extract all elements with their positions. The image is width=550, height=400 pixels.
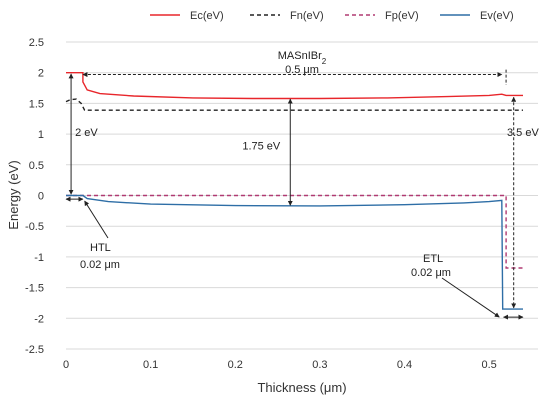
x-tick-label: 0.2 bbox=[228, 359, 243, 371]
y-tick-label: -1 bbox=[34, 252, 44, 264]
x-axis-title: Thickness (μm) bbox=[257, 380, 346, 395]
y-tick-label: 1 bbox=[38, 129, 44, 141]
y-tick-label: 1.5 bbox=[29, 98, 44, 110]
series-lines bbox=[65, 72, 523, 310]
y-tick-label: -0.5 bbox=[25, 221, 44, 233]
legend-label: Ev(eV) bbox=[480, 10, 514, 22]
series-line bbox=[66, 72, 523, 100]
legend-label: Ec(eV) bbox=[190, 10, 224, 22]
series-line bbox=[66, 194, 523, 310]
y-tick-label: 2 bbox=[38, 68, 44, 80]
axes: 2.5 2 1.5 1 0.5 0 -0.5 -1 -1.5 -2 -2.5 0 0.1 0.2 0.3 0.… bbox=[25, 37, 497, 371]
x-tick-label: 0 bbox=[63, 359, 69, 371]
legend: Ec(eV) Fn(eV) Fp(eV) Ev(eV) bbox=[150, 10, 514, 22]
htl-name-label: HTL bbox=[90, 242, 111, 254]
y-tick-label: -2.5 bbox=[25, 344, 44, 356]
y-tick-label: 2.5 bbox=[29, 37, 44, 49]
material-label: MASnIBr2 bbox=[278, 50, 327, 66]
etl-gap-label: 3.5 eV bbox=[507, 127, 539, 139]
htl-thickness-label: 0.02 μm bbox=[80, 259, 120, 271]
absorber-thickness-label: 0.5 μm bbox=[285, 64, 319, 76]
htl-pointer-arrow bbox=[84, 200, 109, 239]
y-tick-label: 0 bbox=[38, 191, 44, 203]
legend-label: Fp(eV) bbox=[385, 10, 419, 22]
absorber-gap-label: 1.75 eV bbox=[242, 140, 281, 152]
y-tick-label: -1.5 bbox=[25, 283, 44, 295]
etl-thickness-label: 0.02 μm bbox=[411, 267, 451, 279]
material-subscript: 2 bbox=[322, 57, 327, 66]
etl-pointer-arrow bbox=[441, 277, 500, 318]
y-tick-label: -2 bbox=[34, 313, 44, 325]
htl-gap-label: 2 eV bbox=[75, 127, 98, 139]
etl-name-label: ETL bbox=[423, 253, 443, 265]
x-tick-label: 0.5 bbox=[481, 359, 496, 371]
x-tick-label: 0.3 bbox=[312, 359, 327, 371]
series-line bbox=[65, 98, 523, 111]
legend-label: Fn(eV) bbox=[290, 10, 324, 22]
x-tick-label: 0.1 bbox=[143, 359, 158, 371]
y-tick-label: 0.5 bbox=[29, 160, 44, 172]
x-tick-label: 0.4 bbox=[397, 359, 412, 371]
y-axis-title: Energy (eV) bbox=[6, 160, 21, 229]
